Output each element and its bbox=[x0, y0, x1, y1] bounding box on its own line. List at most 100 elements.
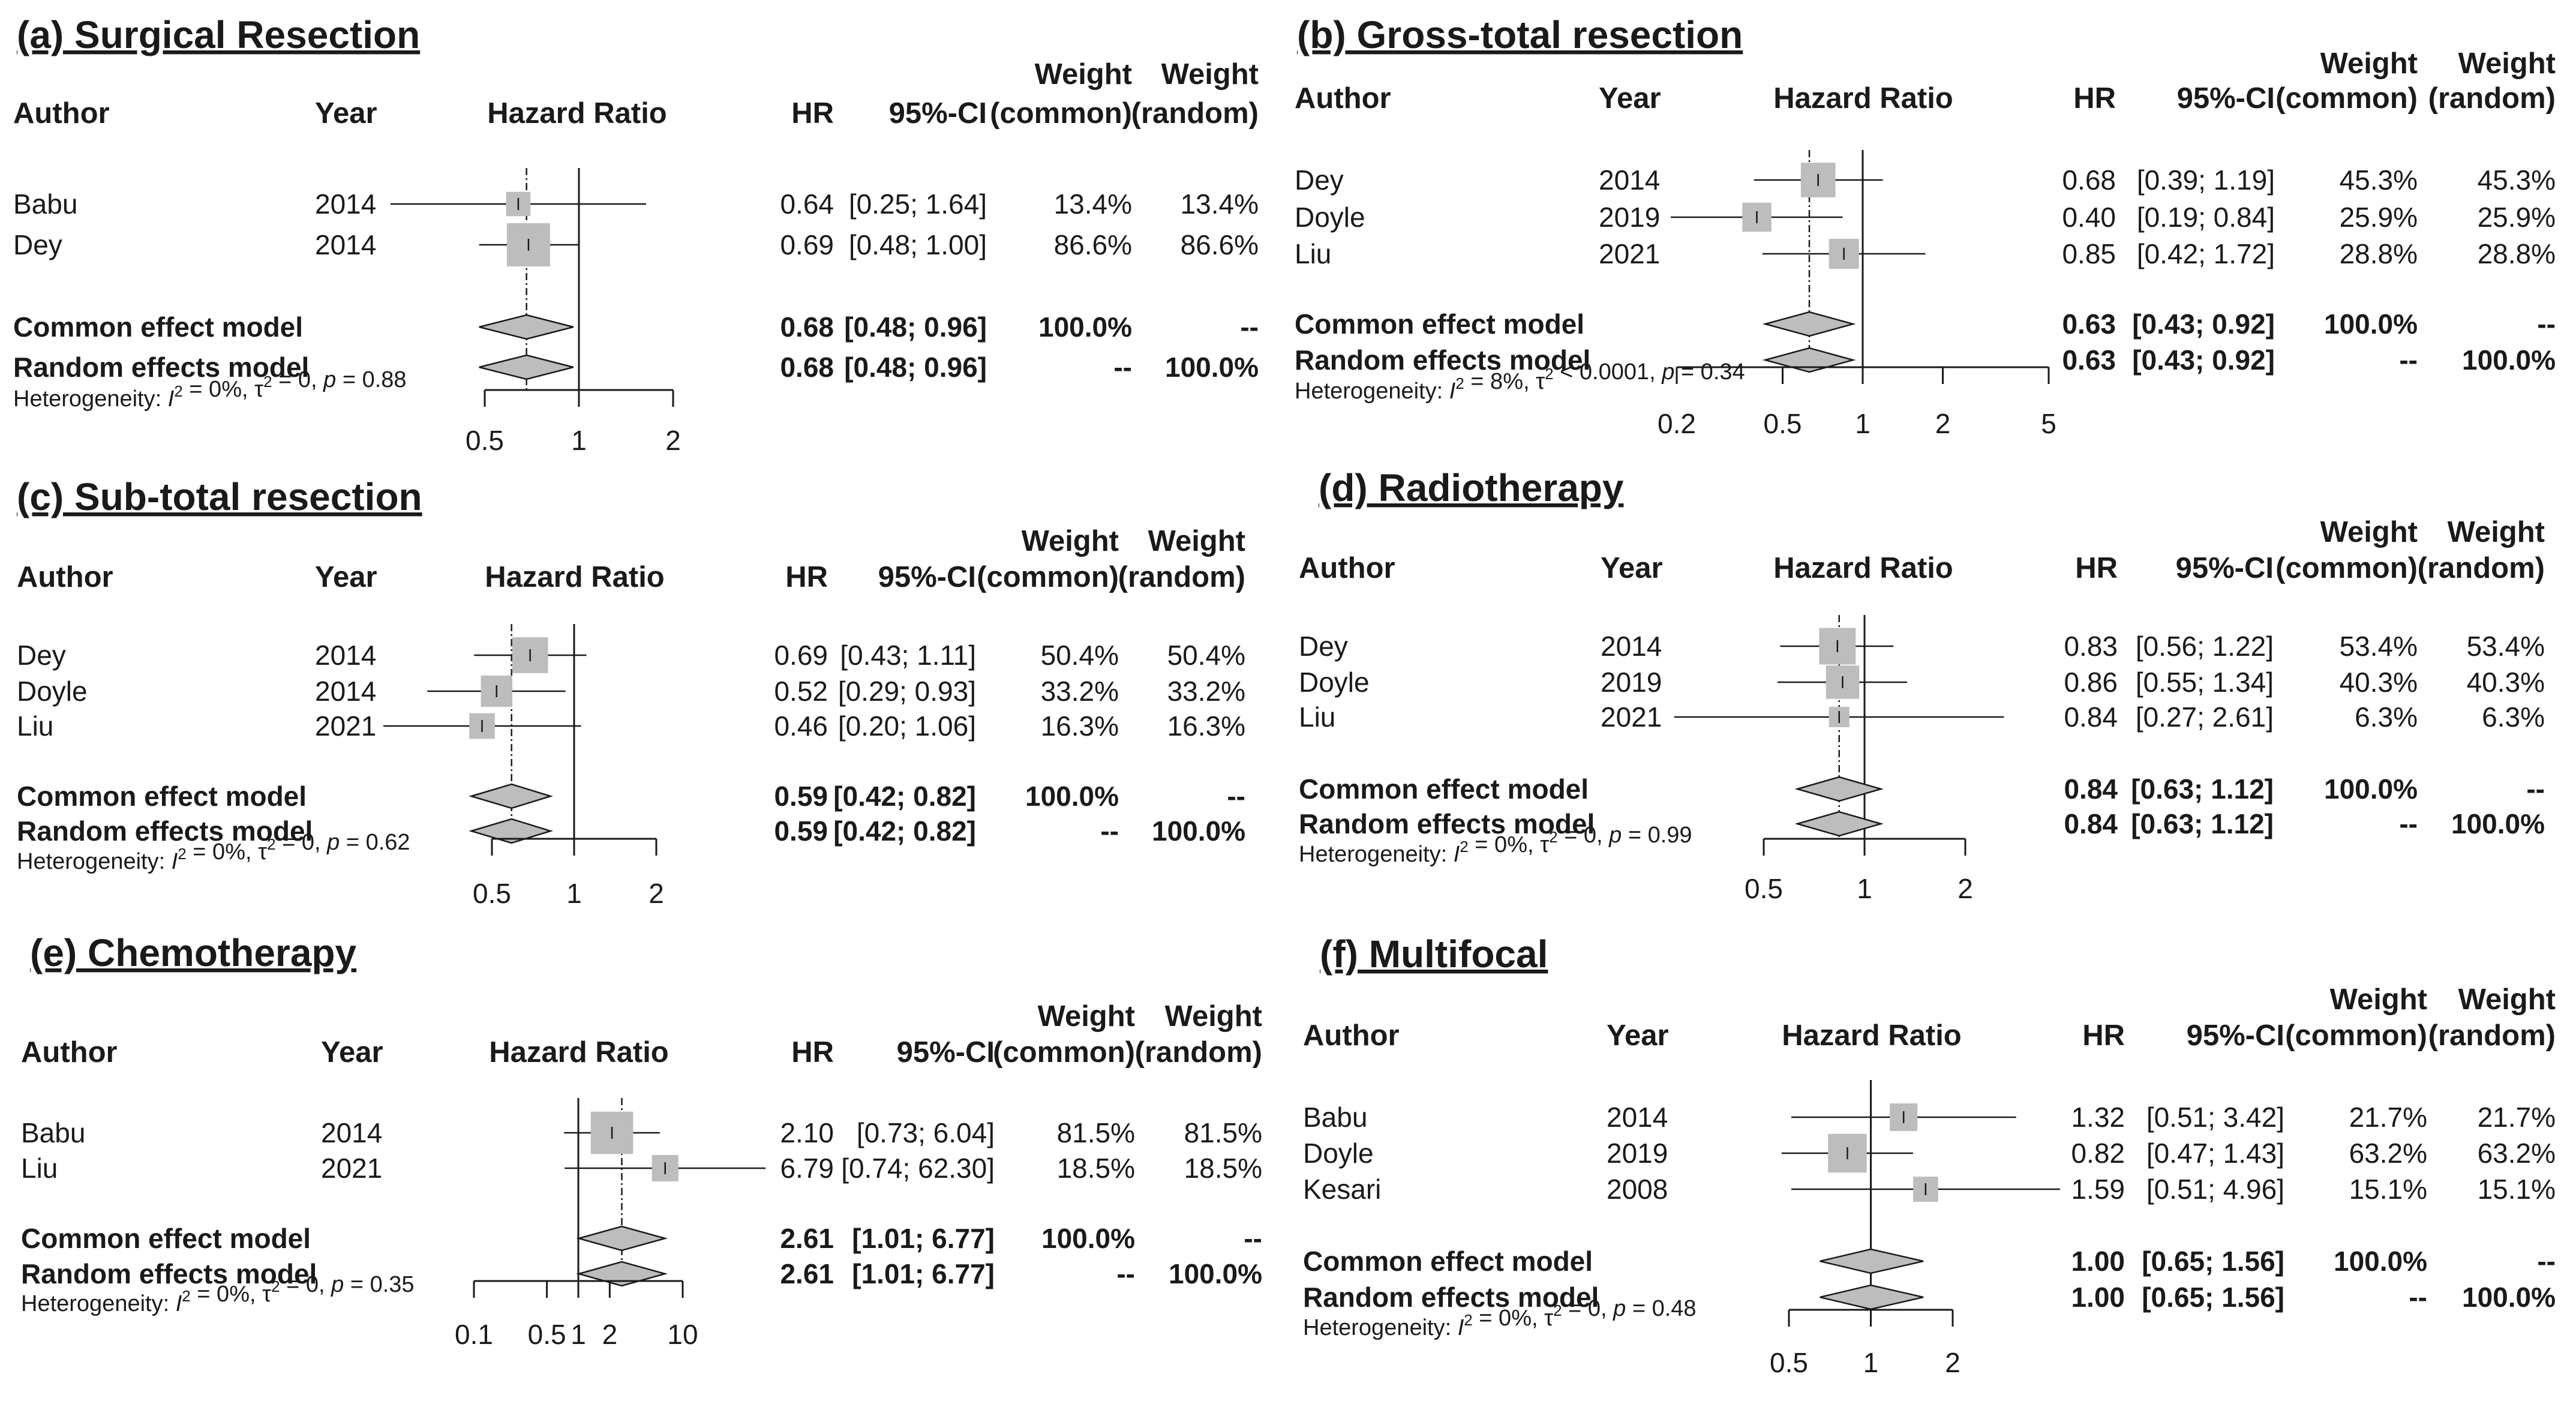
study-weight-common: 33.2% bbox=[1041, 676, 1119, 707]
x-tick-label: 2 bbox=[665, 425, 681, 456]
study-weight-random: 33.2% bbox=[1167, 676, 1245, 707]
model-hr: 0.84 bbox=[2064, 808, 2118, 839]
study-weight-common: 86.6% bbox=[1054, 229, 1132, 260]
model-weight-common: 100.0% bbox=[1025, 781, 1119, 812]
study-hr: 2.10 bbox=[780, 1117, 834, 1148]
model-weight-random: 100.0% bbox=[2462, 344, 2556, 376]
x-tick-label: 1 bbox=[1855, 408, 1871, 439]
weight-random-subheader: (random) bbox=[2418, 552, 2545, 584]
study-weight-random: 16.3% bbox=[1167, 710, 1245, 742]
summary-diamond bbox=[1794, 811, 1884, 837]
hazard-ratio-column-header: Hazard Ratio bbox=[487, 97, 667, 130]
study-row: Babu 2014 1.32 [0.51; 3.42] 21.7% 21.7% bbox=[1303, 1102, 2556, 1133]
weight-common-header: Weight bbox=[1035, 58, 1132, 91]
model-weight-random: 100.0% bbox=[2462, 1282, 2556, 1313]
study-author: Liu bbox=[1299, 701, 1335, 733]
study-hr: 0.69 bbox=[780, 229, 834, 260]
hr-column-header: HR bbox=[2075, 552, 2118, 584]
hazard-ratio-column-header: Hazard Ratio bbox=[1773, 82, 1953, 115]
study-year: 2008 bbox=[1607, 1174, 1668, 1205]
summary-diamond bbox=[479, 354, 574, 380]
model-weight-random: 100.0% bbox=[1169, 1258, 1262, 1289]
summary-diamond bbox=[469, 783, 554, 809]
author-column-header: Author bbox=[17, 561, 113, 593]
heterogeneity-statistic: Heterogeneity: I2 = 0%, τ2 = 0, p = 0.88 bbox=[13, 367, 407, 412]
x-tick-label: 2 bbox=[602, 1319, 618, 1350]
x-tick-label: 5 bbox=[2041, 408, 2056, 439]
study-ci: [0.19; 0.84] bbox=[2137, 202, 2275, 233]
study-author: Liu bbox=[17, 710, 53, 742]
model-label: Random effects model bbox=[1299, 808, 1595, 839]
summary-diamond bbox=[1794, 776, 1884, 802]
study-ci: [0.56; 1.22] bbox=[2136, 631, 2274, 662]
study-ci: [0.43; 1.11] bbox=[840, 640, 976, 671]
study-author: Kesari bbox=[1303, 1174, 1381, 1205]
study-author: Liu bbox=[1295, 238, 1331, 269]
model-weight-common: -- bbox=[1116, 1258, 1135, 1289]
study-year: 2014 bbox=[315, 229, 376, 260]
hr-column-header: HR bbox=[2082, 1019, 2125, 1052]
panel-title: (f) Multifocal bbox=[1320, 932, 1548, 976]
study-ci: [0.27; 2.61] bbox=[2136, 701, 2274, 733]
study-ci: [0.39; 1.19] bbox=[2137, 164, 2275, 196]
study-hr: 0.86 bbox=[2064, 667, 2118, 698]
study-hr: 0.84 bbox=[2064, 701, 2118, 733]
model-label: Random effects model bbox=[13, 352, 309, 383]
panel-title: (b) Gross-total resection bbox=[1297, 13, 1743, 56]
study-hr: 0.52 bbox=[774, 676, 828, 707]
random-effects-row: Random effects model 0.63 [0.43; 0.92] -- 10… bbox=[1295, 344, 2556, 376]
model-ci: [0.43; 0.92] bbox=[2132, 308, 2275, 340]
study-hr: 0.40 bbox=[2062, 202, 2116, 233]
study-weight-random: 53.4% bbox=[2467, 631, 2545, 662]
study-ci: [0.74; 62.30] bbox=[841, 1153, 995, 1184]
model-label: Common effect model bbox=[13, 311, 303, 343]
weight-common-header: Weight bbox=[1038, 1000, 1135, 1033]
study-year: 2021 bbox=[1599, 238, 1660, 269]
model-ci: [0.63; 1.12] bbox=[2131, 808, 2274, 839]
author-column-header: Author bbox=[21, 1036, 118, 1069]
panel-title: (c) Sub-total resection bbox=[17, 475, 422, 518]
model-weight-common: -- bbox=[1100, 815, 1119, 847]
hr-column-header: HR bbox=[2073, 82, 2116, 115]
study-year: 2014 bbox=[1599, 164, 1660, 196]
heterogeneity-statistic: Heterogeneity: I2 = 0%, τ2 = 0, p = 0.35 bbox=[21, 1272, 415, 1316]
weight-random-subheader: (random) bbox=[1135, 1036, 1262, 1069]
study-weight-common: 63.2% bbox=[2349, 1138, 2427, 1169]
x-tick-label: 0.1 bbox=[455, 1319, 493, 1350]
summary-diamond bbox=[1762, 347, 1856, 373]
forest-panel: (d) Radiotherapy Author Year Hazard Ratio HR… bbox=[1299, 466, 2545, 904]
forest-panel: (c) Sub-total resection Author Year Hazard … bbox=[17, 475, 1245, 909]
x-tick-label: 1 bbox=[571, 1319, 586, 1350]
study-author: Babu bbox=[21, 1117, 85, 1148]
model-weight-random: 100.0% bbox=[1165, 352, 1259, 383]
year-column-header: Year bbox=[1607, 1019, 1669, 1052]
study-row: Doyle 2019 0.82 [0.47; 1.43] 63.2% 63.2% bbox=[1303, 1133, 2556, 1173]
x-tick-label: 2 bbox=[1935, 408, 1951, 439]
study-row: Babu 2014 0.64 [0.25; 1.64] 13.4% 13.4% bbox=[13, 188, 1259, 220]
study-row: Doyle 2019 0.40 [0.19; 0.84] 25.9% 25.9% bbox=[1295, 202, 2556, 233]
model-hr: 0.59 bbox=[774, 815, 828, 847]
model-weight-random: 100.0% bbox=[2451, 808, 2545, 839]
model-hr: 1.00 bbox=[2071, 1246, 2125, 1277]
study-hr: 0.82 bbox=[2071, 1138, 2125, 1169]
weight-random-header: Weight bbox=[1148, 525, 1245, 557]
hazard-ratio-column-header: Hazard Ratio bbox=[1782, 1019, 1962, 1052]
weight-random-subheader: (random) bbox=[2428, 82, 2556, 115]
model-weight-random: -- bbox=[1244, 1223, 1262, 1254]
study-weight-common: 13.4% bbox=[1054, 188, 1132, 220]
model-ci: [0.48; 0.96] bbox=[844, 311, 987, 343]
study-hr: 0.46 bbox=[774, 710, 828, 742]
model-label: Common effect model bbox=[21, 1223, 311, 1254]
summary-diamond bbox=[1820, 1284, 1924, 1310]
heterogeneity-statistic: Heterogeneity: I2 = 0%, τ2 = 0, p = 0.62 bbox=[17, 830, 410, 874]
model-ci: [0.65; 1.56] bbox=[2142, 1246, 2284, 1277]
model-hr: 0.84 bbox=[2064, 773, 2118, 805]
study-weight-common: 16.3% bbox=[1041, 710, 1119, 742]
study-author: Dey bbox=[1295, 164, 1344, 196]
model-weight-random: -- bbox=[2537, 1246, 2556, 1277]
x-tick-label: 2 bbox=[648, 878, 664, 909]
random-effects-row: Random effects model 0.59 [0.42; 0.82] -- 10… bbox=[17, 815, 1245, 847]
common-effect-row: Common effect model 0.84 [0.63; 1.12] 100.0… bbox=[1299, 773, 2545, 805]
model-ci: [0.65; 1.56] bbox=[2142, 1282, 2284, 1313]
study-weight-random: 28.8% bbox=[2478, 238, 2556, 269]
